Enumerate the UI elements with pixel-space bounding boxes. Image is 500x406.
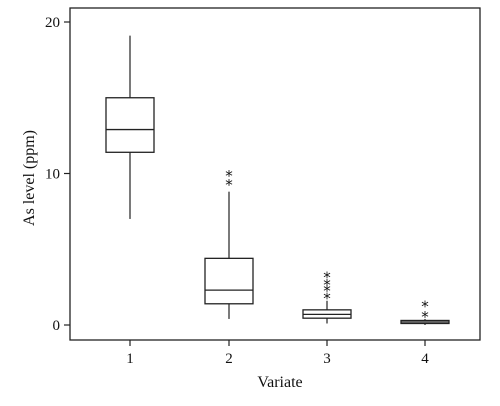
box-1	[105, 35, 155, 219]
box-2: **	[204, 167, 254, 319]
y-axis-ticks: 0 10 20	[45, 15, 70, 334]
x-tick-label: 4	[421, 351, 429, 367]
outlier-point: *	[323, 290, 331, 308]
outlier-point: *	[421, 297, 429, 315]
y-tick-label: 20	[45, 15, 60, 31]
outlier-point: *	[323, 268, 331, 286]
box-iqr	[105, 97, 155, 153]
outlier-point: *	[225, 167, 233, 185]
plot-frame-group	[69, 7, 481, 341]
box-iqr	[204, 257, 254, 305]
box-4: **	[400, 297, 450, 326]
x-tick-label: 2	[225, 351, 233, 367]
x-tick-label: 3	[323, 351, 331, 367]
plot-border	[69, 7, 481, 341]
x-tick-label: 1	[126, 351, 134, 367]
outlier-point: *	[323, 282, 331, 300]
boxes: ********	[105, 35, 450, 326]
outlier-point: *	[421, 308, 429, 326]
box-3: ****	[302, 268, 352, 324]
outlier-point: *	[323, 276, 331, 294]
outlier-point: *	[225, 176, 233, 194]
x-axis-ticks: 1 2 3 4	[126, 340, 429, 367]
x-axis-label: Variate	[257, 374, 302, 391]
y-axis-label: As level (ppm)	[21, 130, 38, 226]
y-tick-label: 10	[45, 167, 60, 183]
y-tick-label: 0	[53, 318, 61, 334]
